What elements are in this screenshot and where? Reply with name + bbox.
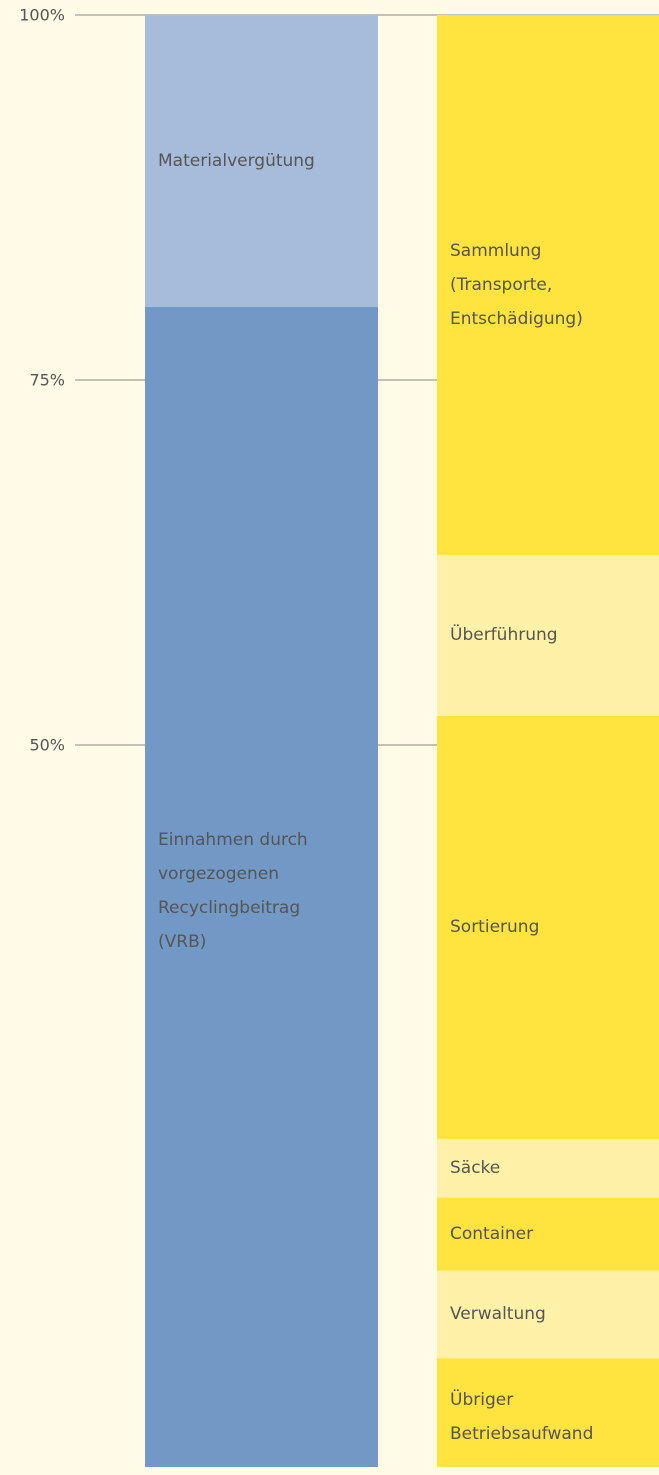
segment-label-text: Einnahmen durch vorgezogenen Recyclingbe… [158, 830, 308, 952]
segment-label-text: Container [450, 1224, 534, 1245]
y-tick-label: 100% [19, 6, 65, 25]
y-tick-label-text: 75% [29, 370, 65, 390]
segment-label-text: Überführung [450, 625, 558, 646]
bar-segment [437, 1270, 659, 1359]
bar-segment [145, 15, 378, 307]
segment-label-text: Sortierung [450, 917, 540, 938]
bar-segment [437, 15, 659, 556]
bar-segment [437, 1358, 659, 1467]
segment-label-text: Säcke [450, 1158, 501, 1179]
segment-label: Container [437, 1198, 622, 1271]
segment-label: Überführung [437, 555, 622, 716]
bar-segment [437, 1197, 659, 1271]
segment-label: Einnahmen durch vorgezogenen Recyclingbe… [145, 307, 338, 1475]
segment-label: Verwaltung [437, 1271, 622, 1359]
bar-segment [437, 555, 659, 716]
segment-label: Materialvergütung [145, 15, 338, 307]
bar-segment [145, 307, 378, 1467]
segment-label-text: Verwaltung [450, 1304, 546, 1325]
segment-label-text: Materialvergütung [158, 151, 315, 171]
y-tick-label-text: 50% [29, 735, 65, 755]
segment-label: Übriger Betriebsaufwand [437, 1358, 622, 1475]
y-tick-label-text: 100% [19, 5, 65, 25]
y-tick-label: 75% [29, 371, 65, 390]
bar-segment [437, 1139, 659, 1198]
segment-label: Sortierung [437, 716, 622, 1139]
segment-label: Säcke [437, 1139, 622, 1197]
y-tick-label: 50% [29, 736, 65, 755]
segment-label: Sammlung (Transporte, Entschädigung) [437, 15, 622, 555]
segment-label-text: Sammlung (Transporte, Entschädigung) [450, 241, 583, 330]
bar-segment [437, 715, 659, 1140]
segment-label-text: Übriger Betriebsaufwand [450, 1389, 594, 1444]
